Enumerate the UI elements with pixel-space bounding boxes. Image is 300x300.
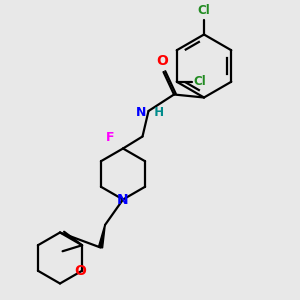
Text: O: O <box>75 264 86 278</box>
Text: H: H <box>146 106 164 119</box>
Polygon shape <box>98 225 105 248</box>
Text: Cl: Cl <box>194 75 207 88</box>
Text: N: N <box>136 106 146 119</box>
Text: F: F <box>106 131 115 144</box>
Text: Cl: Cl <box>198 4 210 17</box>
Text: O: O <box>156 54 168 68</box>
Text: N: N <box>117 193 129 206</box>
